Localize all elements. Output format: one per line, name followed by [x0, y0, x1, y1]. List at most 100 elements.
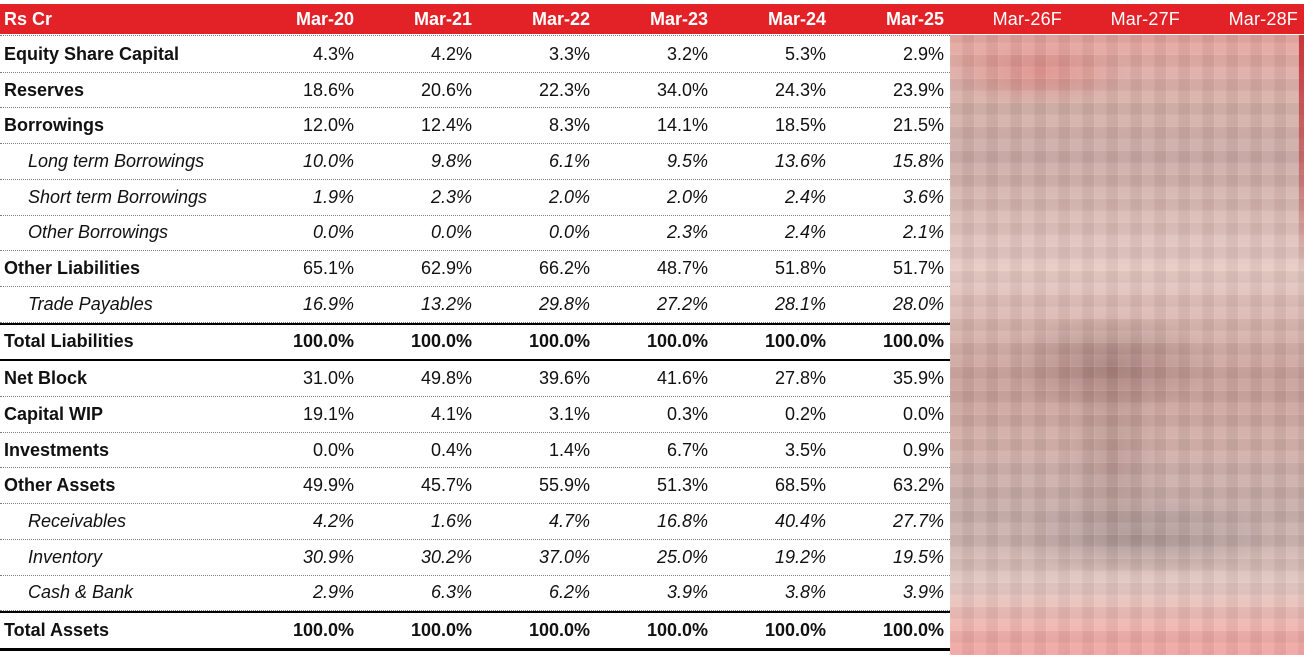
table-row: Total Assets 100.0% 100.0% 100.0% 100.0% 100.…	[0, 611, 950, 651]
cell-value: 13.6%	[774, 150, 826, 171]
cell-value: 66.2%	[538, 258, 590, 279]
table-row: Net Block 31.0% 49.8% 39.6% 41.6% 27.8% 35.9%	[0, 361, 950, 398]
column-header: Mar-21	[413, 8, 472, 29]
column-header: Mar-20	[295, 8, 354, 29]
cell-value: 2.4%	[784, 222, 826, 243]
cell-value: 51.8%	[774, 258, 826, 279]
cell-value: 49.9%	[302, 475, 354, 496]
redaction-edge-artifact	[1299, 35, 1304, 270]
cell-value: 34.0%	[656, 79, 708, 100]
cell-value: 29.8%	[538, 293, 590, 314]
cell-value: 8.3%	[548, 115, 590, 136]
table-row: Investments 0.0% 0.4% 1.4% 6.7% 3.5% 0.9%	[0, 432, 950, 469]
table-row: Capital WIP 19.1% 4.1% 3.1% 0.3% 0.2% 0.0%	[0, 397, 950, 433]
cell-value: 18.6%	[302, 79, 354, 100]
cell-value: 62.9%	[420, 258, 472, 279]
column-header: Mar-24	[767, 8, 826, 29]
cell-value: 4.3%	[312, 43, 354, 64]
cell-value: 2.4%	[784, 186, 826, 207]
cell-value: 3.6%	[902, 186, 944, 207]
column-header: Mar-25	[885, 8, 944, 29]
cell-value: 6.1%	[548, 150, 590, 171]
row-label: Other Liabilities	[4, 258, 141, 279]
cell-value: 63.2%	[892, 475, 944, 496]
cell-value: 0.3%	[666, 403, 708, 424]
cell-value: 9.8%	[430, 150, 472, 171]
table-row: Borrowings 12.0% 12.4% 8.3% 14.1% 18.5% 21.5%	[0, 108, 950, 145]
table-row: Receivables 4.2% 1.6% 4.7% 16.8% 40.4% 27.7%	[0, 504, 950, 540]
cell-value: 1.9%	[312, 186, 354, 207]
redacted-forecast-area	[950, 35, 1304, 655]
cell-value: 100.0%	[764, 331, 826, 352]
cell-value: 25.0%	[656, 546, 708, 567]
row-label: Total Assets	[4, 620, 110, 641]
cell-value: 18.5%	[774, 115, 826, 136]
cell-value: 100.0%	[292, 620, 354, 641]
row-label: Total Liabilities	[4, 331, 134, 352]
column-header: Mar-27F	[1110, 8, 1180, 29]
table-row: Cash & Bank 2.9% 6.3% 6.2% 3.9% 3.8% 3.9%	[0, 575, 950, 612]
cell-value: 4.2%	[430, 43, 472, 64]
column-header: Mar-26F	[992, 8, 1062, 29]
cell-value: 1.6%	[430, 510, 472, 531]
row-label: Receivables	[28, 510, 127, 531]
cell-value: 3.9%	[666, 582, 708, 603]
table-header-row: Rs Cr Mar-20 Mar-21 Mar-22 Mar-23 Mar-24 Mar-…	[0, 4, 1304, 34]
cell-value: 3.3%	[548, 43, 590, 64]
table-row: Other Borrowings 0.0% 0.0% 0.0% 2.3% 2.4% 2.1%	[0, 215, 950, 252]
cell-value: 100.0%	[528, 331, 590, 352]
cell-value: 31.0%	[302, 368, 354, 389]
cell-value: 27.8%	[774, 368, 826, 389]
cell-value: 5.3%	[784, 43, 826, 64]
cell-value: 0.9%	[902, 439, 944, 460]
table-row: Inventory 30.9% 30.2% 37.0% 25.0% 19.2% 19.5%	[0, 539, 950, 576]
cell-value: 0.2%	[784, 403, 826, 424]
cell-value: 0.0%	[430, 222, 472, 243]
cell-value: 16.8%	[656, 510, 708, 531]
cell-value: 40.4%	[774, 510, 826, 531]
cell-value: 12.0%	[302, 115, 354, 136]
header-columns: Mar-20 Mar-21 Mar-22 Mar-23 Mar-24 Mar-25 Mar-…	[242, 9, 1304, 30]
table-row: Trade Payables 16.9% 13.2% 29.8% 27.2% 28.1% 2…	[0, 286, 950, 323]
cell-value: 41.6%	[656, 368, 708, 389]
cell-value: 55.9%	[538, 475, 590, 496]
cell-value: 100.0%	[882, 331, 944, 352]
cell-value: 30.9%	[302, 546, 354, 567]
row-label: Investments	[4, 439, 110, 460]
cell-value: 2.9%	[902, 43, 944, 64]
row-label: Long term Borrowings	[28, 150, 205, 171]
cell-value: 0.4%	[430, 439, 472, 460]
cell-value: 65.1%	[302, 258, 354, 279]
row-label: Cash & Bank	[28, 582, 134, 603]
cell-value: 28.0%	[892, 293, 944, 314]
cell-value: 2.0%	[548, 186, 590, 207]
table-row: Reserves 18.6% 20.6% 22.3% 34.0% 24.3% 23.9%	[0, 72, 950, 109]
cell-value: 0.0%	[548, 222, 590, 243]
table-title: Rs Cr	[4, 8, 53, 29]
table-row: Equity Share Capital 4.3% 4.2% 3.3% 3.2% 5.3%…	[0, 37, 950, 73]
cell-value: 6.3%	[430, 582, 472, 603]
cell-value: 19.1%	[302, 403, 354, 424]
cell-value: 49.8%	[420, 368, 472, 389]
cell-value: 100.0%	[646, 331, 708, 352]
cell-value: 51.3%	[656, 475, 708, 496]
table-row: Short term Borrowings 1.9% 2.3% 2.0% 2.0% 2.4…	[0, 179, 950, 216]
cell-value: 13.2%	[420, 293, 472, 314]
row-label: Inventory	[28, 546, 103, 567]
cell-value: 19.2%	[774, 546, 826, 567]
cell-value: 100.0%	[528, 620, 590, 641]
header-divider	[0, 35, 950, 36]
row-label: Other Borrowings	[28, 222, 169, 243]
cell-value: 9.5%	[666, 150, 708, 171]
cell-value: 100.0%	[646, 620, 708, 641]
cell-value: 39.6%	[538, 368, 590, 389]
cell-value: 20.6%	[420, 79, 472, 100]
cell-value: 28.1%	[774, 293, 826, 314]
cell-value: 6.2%	[548, 582, 590, 603]
row-label: Trade Payables	[28, 293, 153, 314]
cell-value: 48.7%	[656, 258, 708, 279]
cell-value: 2.0%	[666, 186, 708, 207]
column-header: Mar-28F	[1228, 8, 1298, 29]
column-header: Mar-23	[649, 8, 708, 29]
